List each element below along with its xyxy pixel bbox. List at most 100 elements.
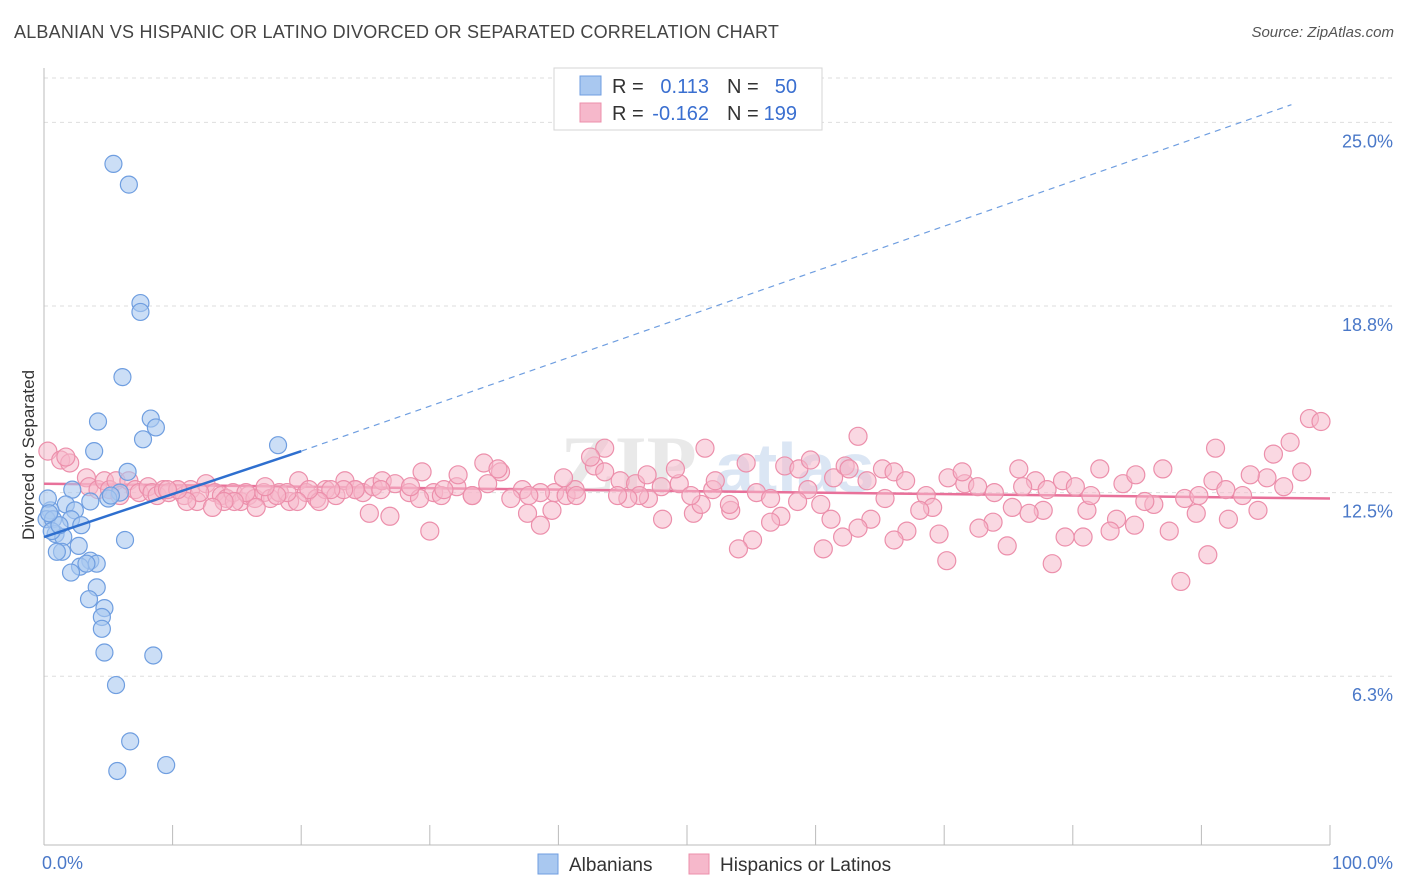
- albanian-point: [88, 412, 108, 431]
- hispanic-point: [56, 447, 76, 467]
- hispanic-point: [760, 512, 781, 532]
- hispanic-point: [736, 453, 756, 473]
- albanian-point: [92, 619, 111, 638]
- hispanic-point: [1280, 432, 1300, 452]
- x-tick-label-max: 100.0%: [1332, 853, 1393, 873]
- hispanic-point: [910, 500, 930, 520]
- hispanic-point: [434, 480, 454, 500]
- hispanic-point: [848, 426, 868, 446]
- legend-albanian-r-label: R =: [612, 76, 644, 98]
- gridlines: [44, 77, 1392, 677]
- hispanic-point: [530, 515, 550, 535]
- hispanic-point: [884, 530, 904, 550]
- albanian-point: [144, 646, 163, 665]
- hispanic-point: [839, 459, 859, 479]
- albanian-point: [40, 504, 59, 523]
- hispanic-point: [1311, 411, 1331, 432]
- albanian-points: [37, 154, 302, 781]
- hispanic-point: [412, 462, 432, 482]
- albanian-point: [119, 175, 138, 194]
- hispanic-point: [857, 471, 877, 491]
- hispanic-points: [38, 408, 1331, 592]
- albanian-point: [95, 643, 114, 662]
- albanian-point: [79, 590, 99, 609]
- hispanic-point: [1090, 459, 1110, 479]
- albanian-point: [77, 554, 96, 573]
- hispanic-point: [929, 524, 949, 544]
- hispanic-point: [1263, 444, 1284, 464]
- hispanic-point: [719, 494, 740, 515]
- hispanic-point: [542, 500, 562, 520]
- hispanic-point: [800, 450, 821, 470]
- hispanic-point: [595, 438, 615, 458]
- hispanic-point: [371, 480, 391, 500]
- albanian-trend-line: [43, 449, 302, 539]
- albanian-point: [157, 755, 176, 775]
- hispanic-point: [1153, 459, 1173, 479]
- legend-hispanic-n-label: N =: [727, 103, 759, 125]
- bottom-legend-swatch-hispanic: [688, 853, 710, 875]
- hispanic-point: [1002, 497, 1022, 518]
- hispanic-point: [420, 521, 440, 541]
- hispanic-point: [380, 506, 400, 526]
- hispanic-point: [997, 536, 1017, 556]
- albanian-point: [131, 302, 150, 322]
- albanian-point: [85, 442, 104, 461]
- hispanic-point: [501, 488, 521, 509]
- bottom-legend-swatch-albanian: [537, 853, 559, 875]
- chart-title: ALBANIAN VS HISPANIC OR LATINO DIVORCED …: [14, 22, 780, 42]
- hispanic-point: [1218, 509, 1239, 529]
- hispanic-point: [321, 480, 341, 500]
- hispanic-point: [813, 539, 833, 559]
- albanian-trend-extension: [301, 104, 1292, 452]
- hispanic-point: [705, 471, 725, 491]
- hispanic-point: [202, 497, 223, 518]
- hispanic-point: [359, 503, 379, 523]
- albanian-point: [47, 542, 66, 561]
- hispanic-point: [728, 539, 749, 559]
- hispanic-point: [595, 462, 615, 482]
- hispanic-point: [1013, 477, 1033, 497]
- hispanic-point: [1216, 480, 1236, 500]
- hispanic-point: [1189, 485, 1209, 506]
- hispanic-point: [255, 477, 275, 497]
- hispanic-point: [1124, 515, 1145, 535]
- hispanic-point: [665, 459, 686, 479]
- hispanic-point: [652, 509, 673, 529]
- legend-albanian-n-value: 50: [775, 76, 797, 98]
- bottom-legend-albanian: Albanians: [569, 855, 652, 876]
- hispanic-point: [833, 527, 853, 547]
- hispanic-point: [984, 482, 1004, 503]
- hispanic-point: [553, 468, 574, 488]
- source-label: Source: ZipAtlas.com: [1251, 24, 1394, 41]
- hispanic-point: [1205, 438, 1226, 458]
- y-tick-label: 18.8%: [1342, 315, 1393, 335]
- hispanic-point: [848, 518, 868, 538]
- hispanic-point: [1198, 545, 1218, 565]
- y-axis-title: Divorced or Separated: [19, 370, 38, 540]
- albanian-point: [146, 418, 165, 437]
- hispanic-point: [1232, 485, 1253, 506]
- hispanic-point: [246, 497, 266, 518]
- hispanic-point: [742, 530, 763, 550]
- x-tick-label-min: 0.0%: [42, 853, 83, 873]
- bottom-legend-hispanic: Hispanics or Latinos: [720, 855, 891, 876]
- hispanic-point: [1240, 465, 1260, 485]
- hispanic-point: [448, 465, 468, 485]
- hispanic-point: [478, 474, 498, 494]
- tick-labels: 6.3% 12.5% 18.8% 25.0% 0.0% 100.0%: [42, 131, 1393, 873]
- hispanic-point: [400, 477, 421, 497]
- hispanic-point: [299, 480, 319, 500]
- hispanic-point: [787, 491, 808, 512]
- albanian-point: [133, 430, 153, 449]
- albanian-point: [101, 486, 120, 505]
- hispanic-point: [1171, 571, 1191, 592]
- hispanic-point: [1126, 465, 1146, 485]
- hispanic-point: [1100, 521, 1120, 541]
- hispanic-point: [607, 485, 628, 506]
- albanian-point: [108, 761, 127, 781]
- hispanic-point: [824, 468, 844, 488]
- hispanic-point: [695, 438, 715, 458]
- hispanic-point: [681, 485, 701, 506]
